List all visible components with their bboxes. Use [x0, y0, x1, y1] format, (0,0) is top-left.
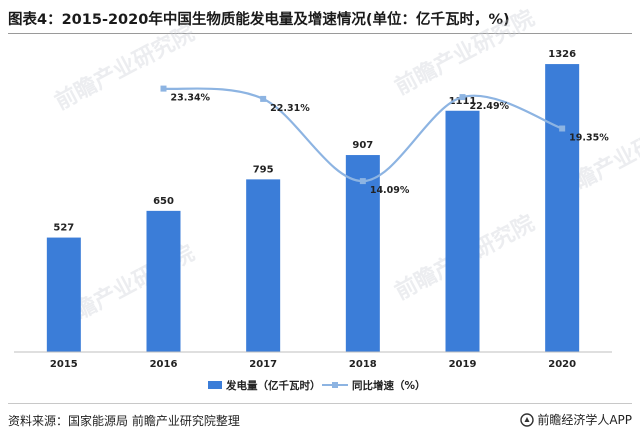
bar-label-2016: 650 [153, 196, 174, 207]
bar-2019 [445, 110, 480, 352]
bar-label-2015: 527 [53, 223, 74, 234]
bar-label-2018: 907 [352, 140, 373, 151]
growth-label-2019: 22.49% [470, 101, 510, 112]
bar-2017 [246, 179, 281, 352]
source-note: 资料来源：国家能源局 前瞻产业研究院整理 [8, 414, 240, 428]
growth-point-2019 [459, 94, 466, 101]
legend-bar-label: 发电量（亿千瓦时） [225, 379, 321, 392]
brand-credit: 前瞻经济学人APP [520, 411, 632, 428]
x-tick-2019: 2019 [449, 359, 477, 370]
chart-title: 图表4：2015-2020年中国生物质能发电量及增速情况(单位：亿千瓦时，%) [8, 12, 510, 28]
bar-label-2017: 795 [253, 164, 274, 175]
growth-label-2020: 19.35% [569, 133, 609, 144]
watermark-1: 前瞻产业研究院 [391, 5, 539, 100]
x-tick-2016: 2016 [150, 359, 178, 370]
brand-logo-icon [520, 412, 535, 427]
legend-bar-swatch [208, 381, 222, 389]
legend-line-label: 同比增速（%） [352, 379, 426, 392]
bar-2018 [345, 155, 380, 352]
bar-2020 [545, 64, 580, 352]
bar-label-2020: 1326 [548, 49, 576, 60]
legend-line-marker [332, 382, 338, 388]
bar-2015 [46, 237, 81, 352]
bar-2016 [146, 210, 181, 352]
x-tick-2015: 2015 [50, 359, 78, 370]
bar-label-2019: 1111 [449, 96, 477, 107]
title-divider [8, 33, 632, 34]
brand-name: 前瞻经济学人APP [537, 413, 632, 427]
x-tick-2017: 2017 [249, 359, 277, 370]
growth-point-2016 [160, 85, 167, 92]
x-tick-2020: 2020 [548, 359, 576, 370]
growth-point-2018 [359, 178, 366, 185]
growth-label-2016: 23.34% [171, 93, 211, 104]
growth-point-2020 [559, 125, 566, 132]
x-tick-2018: 2018 [349, 359, 377, 370]
growth-label-2017: 22.31% [270, 103, 310, 114]
footer-divider [8, 403, 632, 404]
growth-label-2018: 14.09% [370, 185, 410, 196]
growth-point-2017 [260, 95, 267, 102]
